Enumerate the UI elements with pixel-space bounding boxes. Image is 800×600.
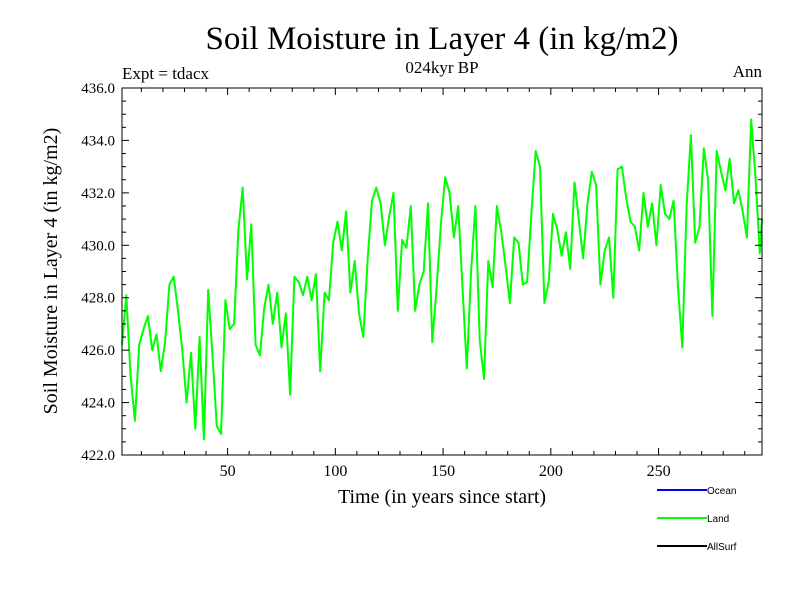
x-tick-label: 250 — [647, 463, 671, 480]
y-tick-label: 422.0 — [81, 448, 115, 464]
legend-label-land: Land — [707, 514, 729, 525]
chart-title: Soil Moisture in Layer 4 (in kg/m2) — [206, 21, 679, 57]
y-tick-label: 430.0 — [81, 238, 115, 254]
season-label: Ann — [733, 62, 763, 81]
legend: Ocean Land AllSurf — [657, 486, 737, 553]
experiment-label: Expt = tdacx — [122, 64, 210, 83]
x-tick-label: 150 — [431, 463, 455, 480]
legend-label-ocean: Ocean — [707, 486, 736, 497]
x-axis-label: Time (in years since start) — [338, 486, 546, 508]
y-axis-label: Soil Moisture in Layer 4 (in kg/m2) — [40, 128, 62, 415]
plot-area — [121, 118, 763, 441]
plot-frame — [121, 87, 763, 456]
y-tick-label: 434.0 — [81, 133, 115, 149]
x-tick-label: 200 — [539, 463, 563, 480]
series-line-land — [121, 118, 763, 441]
chart-subtitle: 024kyr BP — [405, 58, 478, 77]
y-tick-label: 432.0 — [81, 186, 115, 202]
y-tick-label: 428.0 — [81, 291, 115, 307]
x-tick-label: 50 — [220, 463, 236, 480]
y-tick-label: 426.0 — [81, 343, 115, 359]
x-tick-label: 100 — [323, 463, 347, 480]
y-tick-label: 424.0 — [81, 396, 115, 412]
y-tick-label: 436.0 — [81, 81, 115, 97]
legend-label-allsurf: AllSurf — [707, 542, 737, 553]
axes: 50 100 150 200 250 422.0 424.0 426.0 428.0 430.0 4… — [81, 81, 762, 480]
